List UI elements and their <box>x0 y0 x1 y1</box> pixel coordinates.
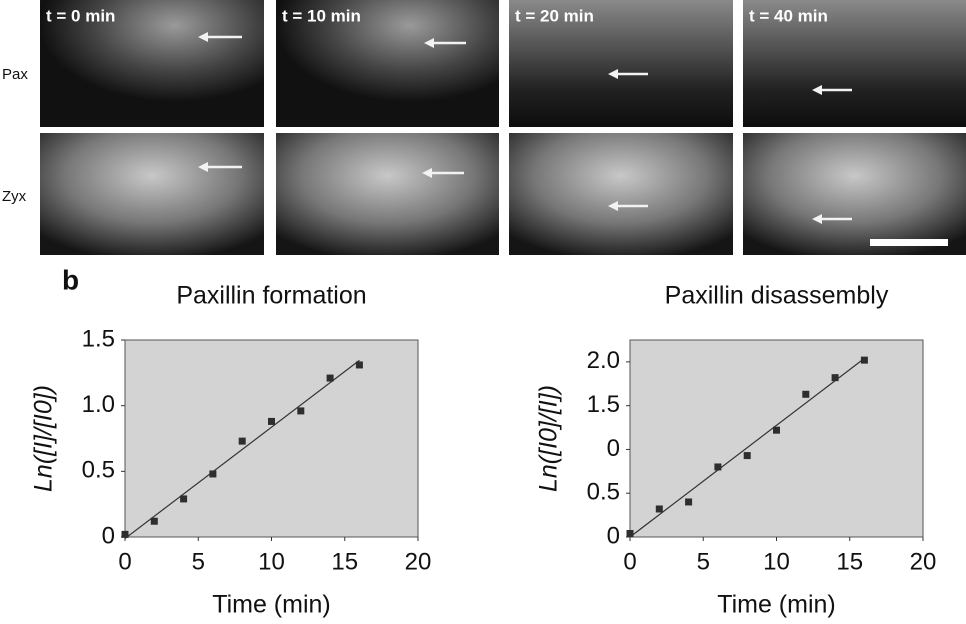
y-tick-label: 0.5 <box>587 479 620 506</box>
arrowhead <box>424 38 434 48</box>
data-point <box>714 463 722 471</box>
arrowhead <box>608 69 618 79</box>
micrograph <box>40 133 264 255</box>
arrowhead <box>198 162 208 172</box>
plot-area <box>629 339 924 538</box>
micrograph <box>276 0 499 127</box>
x-tick-label: 15 <box>836 548 863 575</box>
y-tick-label: 0 <box>607 522 620 549</box>
x-tick-label: 0 <box>118 548 131 575</box>
y-tick-label: 0 <box>607 435 620 462</box>
y-tick-label: 0.5 <box>82 457 115 484</box>
chart-title: Paxillin disassembly <box>665 282 889 310</box>
y-tick-label: 2.0 <box>587 347 620 374</box>
data-point <box>326 374 334 382</box>
data-point <box>773 426 780 434</box>
micrograph <box>743 133 966 255</box>
data-point <box>297 407 305 415</box>
data-point <box>831 374 839 382</box>
y-tick-label: 1.5 <box>82 325 115 352</box>
time-label: t = 10 min <box>282 6 361 25</box>
data-point <box>238 437 246 445</box>
arrowhead <box>812 214 822 224</box>
micrograph <box>509 0 733 127</box>
micrograph <box>40 0 264 127</box>
micrograph-grid: t = 0 min t = 10 min t = 20 min t = 40 m… <box>2 0 966 255</box>
arrowhead <box>198 32 208 42</box>
data-point <box>180 495 188 503</box>
data-point <box>802 390 810 398</box>
x-tick-label: 5 <box>697 548 710 575</box>
arrowhead <box>812 85 822 95</box>
data-point <box>860 356 868 364</box>
panel-label: b <box>62 264 79 295</box>
y-axis-label: Ln([I0]/[I]) <box>535 385 563 492</box>
data-point <box>209 470 217 478</box>
trend-line <box>124 359 360 539</box>
plot-area <box>124 339 419 538</box>
row-label: Zyx <box>2 188 27 205</box>
data-point <box>655 505 663 513</box>
arrowhead <box>422 168 432 178</box>
time-label: t = 20 min <box>515 6 594 25</box>
x-tick-label: 20 <box>405 548 432 575</box>
y-tick-label: 1.0 <box>82 391 115 418</box>
x-tick-label: 10 <box>763 548 790 575</box>
x-tick-label: 0 <box>623 548 636 575</box>
trend-line <box>629 357 865 538</box>
x-tick-label: 5 <box>192 548 205 575</box>
time-label: t = 0 min <box>46 6 115 25</box>
y-tick-label: 0 <box>102 522 115 549</box>
time-label: t = 40 min <box>749 6 828 25</box>
chart-title: Paxillin formation <box>176 282 366 310</box>
x-tick-label: 15 <box>331 548 358 575</box>
x-axis-label: Time (min) <box>212 591 331 619</box>
micrograph <box>509 133 733 255</box>
micrograph <box>743 0 966 127</box>
y-tick-label: 1.5 <box>587 391 620 418</box>
arrowhead <box>608 201 618 211</box>
data-point <box>685 498 693 506</box>
arrows <box>198 32 852 224</box>
data-point <box>743 452 751 460</box>
data-point <box>121 530 129 538</box>
data-point <box>150 517 158 525</box>
scale-bar <box>870 239 948 246</box>
data-point <box>355 361 363 369</box>
micrograph <box>276 133 499 255</box>
x-axis-label: Time (min) <box>717 591 836 619</box>
x-tick-label: 20 <box>910 548 937 575</box>
y-axis-label: Ln([I]/[I0]) <box>30 385 58 492</box>
row-label: Pax <box>2 66 28 83</box>
x-tick-label: 10 <box>258 548 285 575</box>
data-point <box>268 417 275 425</box>
data-point <box>626 529 634 537</box>
